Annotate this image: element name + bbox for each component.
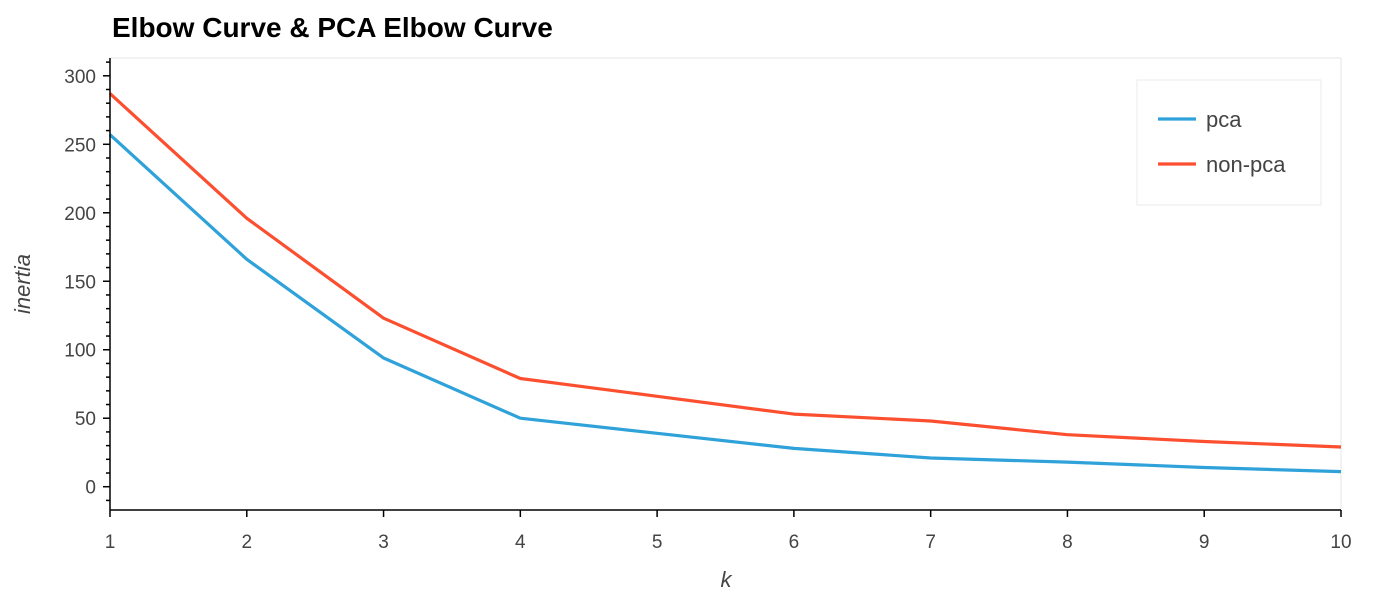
series-layer [108,92,1342,474]
x-tick-label: 7 [925,532,936,553]
y-tick-label: 250 [64,135,96,156]
x-tick-label: 3 [378,532,389,553]
x-tick-label: 10 [1330,532,1351,553]
x-tick-label: 1 [105,532,116,553]
x-tick-label: 9 [1199,532,1210,553]
y-tick-label: 0 [85,478,96,499]
x-ticks: 1 2 3 4 5 6 7 8 9 10 [105,510,1352,553]
legend: pca non-pca [1136,79,1322,206]
x-tick-label: 2 [241,532,252,553]
legend-box [1136,79,1322,206]
legend-label-non-pca: non-pca [1206,152,1286,177]
legend-label-pca: pca [1206,107,1242,132]
series-line-non-pca [108,92,1342,449]
x-tick-label: 6 [789,532,800,553]
x-tick-label: 8 [1062,532,1073,553]
y-tick-label: 200 [64,204,96,225]
y-tick-label: 300 [64,67,96,88]
x-axis-label: k [721,567,733,592]
y-tick-label: 100 [64,341,96,362]
y-tick-label: 50 [75,409,96,430]
y-axis-label: inertia [10,254,35,314]
x-tick-label: 4 [515,532,526,553]
chart-title: Elbow Curve & PCA Elbow Curve [112,12,553,43]
y-ticks: 0 50 100 150 200 250 300 [64,61,110,502]
series-line-pca [108,133,1342,474]
y-tick-label: 150 [64,272,96,293]
x-tick-label: 5 [652,532,663,553]
